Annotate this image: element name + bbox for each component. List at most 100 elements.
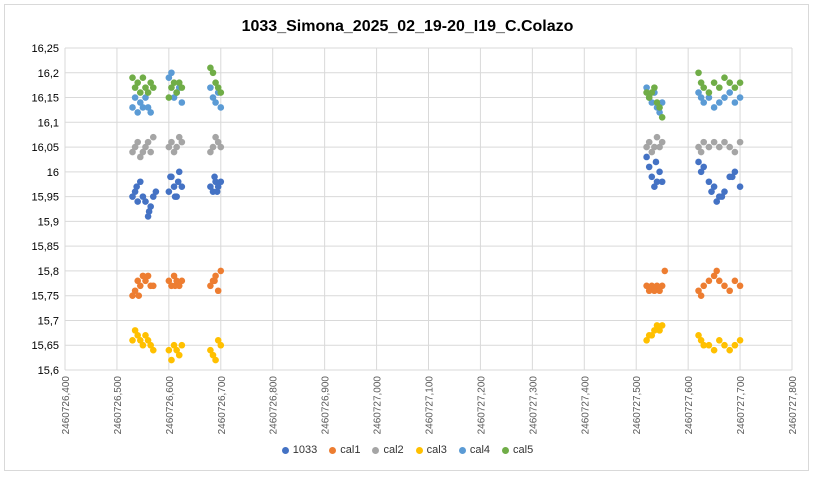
y-tick-label: 15,8 bbox=[38, 266, 59, 278]
data-point bbox=[653, 133, 661, 141]
data-point bbox=[645, 287, 653, 295]
data-point bbox=[173, 143, 180, 151]
data-point bbox=[656, 143, 663, 151]
data-point bbox=[731, 99, 739, 106]
data-point bbox=[129, 148, 136, 156]
data-point bbox=[207, 84, 214, 91]
data-point bbox=[167, 173, 174, 181]
y-tick-label: 15,65 bbox=[31, 340, 59, 352]
data-point bbox=[643, 89, 650, 96]
data-point bbox=[165, 94, 173, 101]
data-point bbox=[648, 332, 656, 339]
data-point bbox=[214, 336, 222, 344]
data-point bbox=[217, 341, 225, 349]
data-point bbox=[728, 173, 736, 181]
data-point bbox=[147, 203, 154, 210]
data-point bbox=[658, 178, 666, 186]
data-point bbox=[705, 277, 713, 285]
data-point bbox=[214, 138, 222, 146]
data-point bbox=[661, 267, 669, 275]
data-point bbox=[149, 346, 157, 354]
data-point bbox=[697, 168, 705, 176]
data-point bbox=[697, 336, 705, 344]
data-point bbox=[726, 346, 733, 354]
data-point bbox=[131, 94, 139, 101]
data-point bbox=[736, 138, 744, 146]
data-point bbox=[705, 143, 713, 151]
data-point bbox=[721, 282, 728, 290]
data-point bbox=[173, 346, 180, 354]
data-point bbox=[207, 64, 214, 72]
x-axis-ticks: 2460726,400 2460726,500 2460726,600 2460726… bbox=[61, 376, 799, 435]
data-point bbox=[643, 153, 650, 161]
data-point bbox=[129, 74, 136, 82]
data-point bbox=[217, 178, 225, 186]
data-point bbox=[149, 133, 157, 141]
data-point bbox=[171, 282, 179, 290]
y-tick-label: 16 bbox=[47, 167, 59, 179]
data-point bbox=[653, 99, 661, 106]
data-point bbox=[731, 277, 739, 285]
data-point bbox=[147, 341, 154, 349]
data-point bbox=[131, 84, 139, 91]
data-point bbox=[713, 267, 721, 275]
data-point bbox=[645, 138, 653, 146]
data-point bbox=[656, 287, 663, 295]
data-point bbox=[212, 133, 219, 141]
data-point bbox=[212, 178, 219, 186]
data-point bbox=[713, 198, 721, 205]
data-point bbox=[648, 173, 656, 181]
data-point bbox=[716, 336, 723, 344]
data-point bbox=[139, 272, 147, 280]
data-point bbox=[700, 138, 708, 146]
data-point bbox=[139, 74, 147, 82]
series-cal1 bbox=[129, 267, 744, 299]
data-point bbox=[134, 138, 141, 146]
data-point bbox=[643, 336, 650, 344]
data-point bbox=[144, 138, 152, 146]
data-point bbox=[651, 84, 658, 91]
data-point bbox=[695, 332, 702, 339]
data-point bbox=[695, 158, 702, 166]
data-point bbox=[142, 143, 149, 151]
data-point bbox=[139, 148, 147, 156]
data-point bbox=[170, 341, 178, 349]
data-point bbox=[213, 188, 221, 195]
y-tick-label: 16,2 bbox=[38, 68, 59, 80]
data-point bbox=[705, 341, 713, 349]
data-point bbox=[209, 94, 217, 101]
data-point bbox=[700, 84, 708, 91]
data-point bbox=[656, 109, 663, 116]
data-point bbox=[700, 99, 708, 106]
data-point bbox=[211, 277, 218, 285]
data-point bbox=[651, 327, 658, 334]
data-point bbox=[207, 346, 214, 354]
data-point bbox=[695, 89, 702, 96]
data-point bbox=[212, 272, 219, 280]
data-point bbox=[648, 148, 656, 156]
legend-item-cal1: cal1 bbox=[329, 444, 360, 456]
x-tick-label: 2460727,300 bbox=[528, 376, 539, 435]
data-point bbox=[651, 143, 658, 151]
legend-marker bbox=[458, 446, 466, 454]
y-axis-ticks: 15,6 15,65 15,7 15,75 15,8 15,85 15,9 15,95 16 16… bbox=[31, 43, 59, 377]
data-point bbox=[705, 94, 713, 101]
legend-label: cal4 bbox=[469, 444, 491, 456]
data-point bbox=[178, 183, 186, 191]
data-point bbox=[653, 178, 661, 186]
data-point bbox=[697, 292, 705, 299]
data-point bbox=[721, 138, 728, 146]
data-point bbox=[651, 287, 658, 295]
data-point bbox=[173, 277, 180, 285]
data-point bbox=[149, 193, 157, 200]
data-point bbox=[697, 94, 705, 101]
data-point bbox=[168, 69, 175, 77]
y-tick-label: 16,15 bbox=[31, 93, 59, 105]
legend-item-cal5: cal5 bbox=[502, 444, 533, 456]
y-tick-label: 15,75 bbox=[31, 291, 59, 303]
legend-label: cal1 bbox=[340, 444, 361, 456]
data-point bbox=[145, 208, 153, 215]
data-point bbox=[134, 332, 141, 339]
data-point bbox=[700, 163, 708, 171]
legend-marker bbox=[372, 446, 380, 454]
